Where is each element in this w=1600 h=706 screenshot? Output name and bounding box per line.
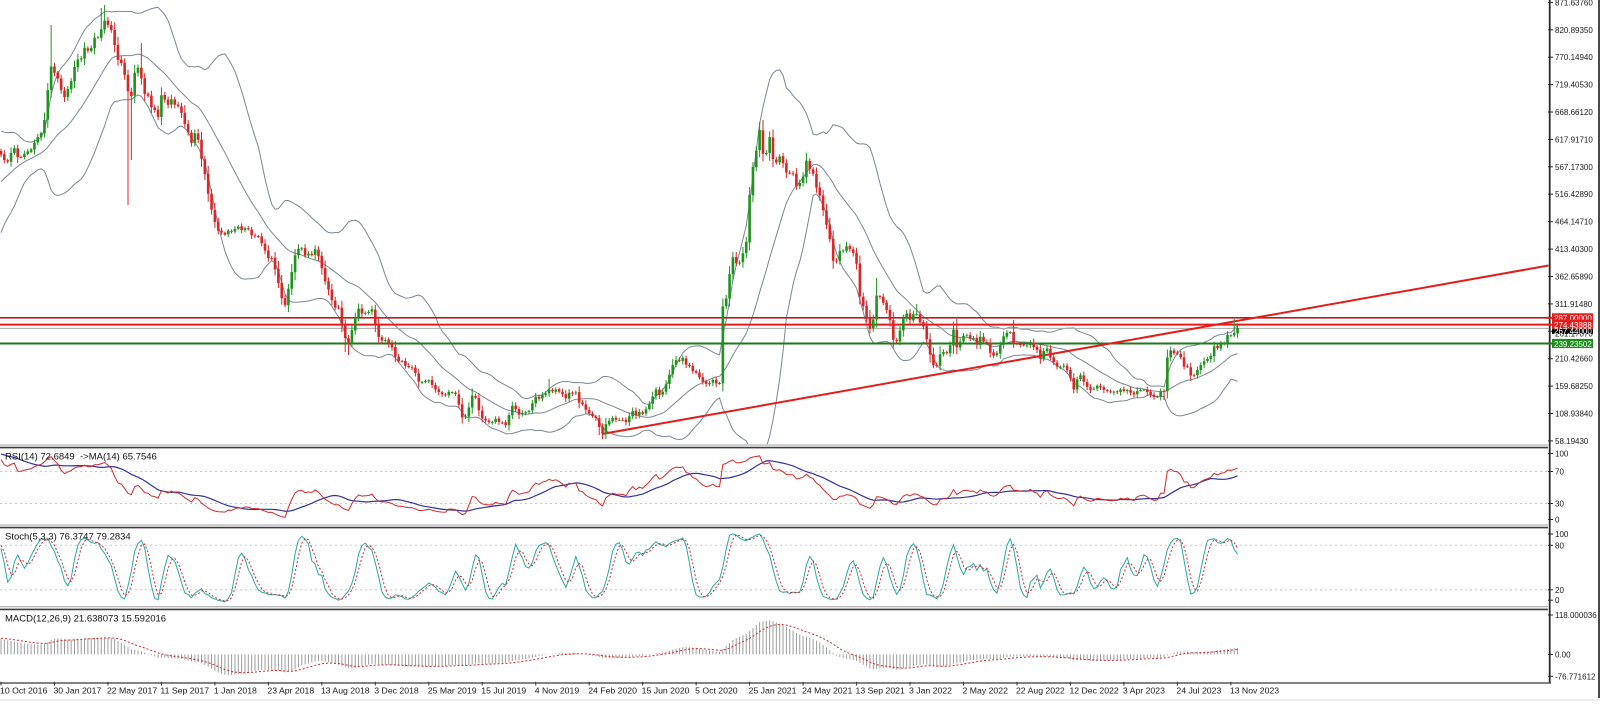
svg-text:871.63760: 871.63760 xyxy=(1555,0,1593,7)
svg-text:0: 0 xyxy=(1555,516,1560,525)
svg-text:24 Jul 2023: 24 Jul 2023 xyxy=(1176,685,1221,695)
svg-text:770.14940: 770.14940 xyxy=(1555,53,1593,62)
svg-text:1 Jan 2018: 1 Jan 2018 xyxy=(214,685,257,695)
svg-text:25 Mar 2019: 25 Mar 2019 xyxy=(428,685,477,695)
svg-text:0: 0 xyxy=(1555,596,1560,605)
svg-text:3 Apr 2023: 3 Apr 2023 xyxy=(1123,685,1165,695)
svg-text:22 Aug 2022: 22 Aug 2022 xyxy=(1016,685,1065,695)
svg-text:108.93840: 108.93840 xyxy=(1555,410,1593,419)
svg-text:11 Sep 2017: 11 Sep 2017 xyxy=(160,685,209,695)
svg-text:820.89350: 820.89350 xyxy=(1555,26,1593,35)
svg-text:287.00000: 287.00000 xyxy=(1554,314,1592,323)
svg-text:100: 100 xyxy=(1555,530,1569,539)
svg-text:23 Apr 2018: 23 Apr 2018 xyxy=(267,685,314,695)
svg-text:22 May 2017: 22 May 2017 xyxy=(107,685,157,695)
svg-text:Stoch(5,3,3) 76.3747 79.2834: Stoch(5,3,3) 76.3747 79.2834 xyxy=(5,532,131,543)
svg-text:464.14710: 464.14710 xyxy=(1555,218,1593,227)
svg-text:24 Feb 2020: 24 Feb 2020 xyxy=(588,685,637,695)
svg-text:13 Nov 2023: 13 Nov 2023 xyxy=(1230,685,1279,695)
svg-text:100: 100 xyxy=(1555,450,1569,459)
svg-text:5 Oct 2020: 5 Oct 2020 xyxy=(695,685,738,695)
svg-text:30: 30 xyxy=(1555,500,1564,509)
svg-text:3 Jan 2022: 3 Jan 2022 xyxy=(909,685,952,695)
svg-text:210.42660: 210.42660 xyxy=(1555,355,1593,364)
svg-text:617.91710: 617.91710 xyxy=(1555,135,1593,144)
svg-text:311.91480: 311.91480 xyxy=(1555,300,1593,309)
svg-text:516.42890: 516.42890 xyxy=(1555,190,1593,199)
svg-text:70: 70 xyxy=(1555,468,1564,477)
svg-text:719.40530: 719.40530 xyxy=(1555,81,1593,90)
svg-text:2 May 2022: 2 May 2022 xyxy=(963,685,1009,695)
svg-text:13 Sep 2021: 13 Sep 2021 xyxy=(856,685,905,695)
svg-text:3 Dec 2018: 3 Dec 2018 xyxy=(374,685,419,695)
svg-text:13 Aug 2018: 13 Aug 2018 xyxy=(321,685,370,695)
svg-text:567.17300: 567.17300 xyxy=(1555,163,1593,172)
svg-text:267.44000: 267.44000 xyxy=(1554,327,1592,336)
svg-text:159.68250: 159.68250 xyxy=(1555,382,1593,391)
svg-text:15 Jun 2020: 15 Jun 2020 xyxy=(642,685,690,695)
svg-text:413.40300: 413.40300 xyxy=(1555,245,1593,254)
svg-text:362.65890: 362.65890 xyxy=(1555,273,1593,282)
svg-text:15 Jul 2019: 15 Jul 2019 xyxy=(481,685,526,695)
svg-text:10 Oct 2016: 10 Oct 2016 xyxy=(0,685,48,695)
svg-text:0.00: 0.00 xyxy=(1555,650,1571,659)
svg-text:239.23502: 239.23502 xyxy=(1554,340,1592,349)
svg-text:MACD(12,26,9) 21.638073 15.592: MACD(12,26,9) 21.638073 15.592016 xyxy=(5,614,166,625)
svg-text:274.43888: 274.43888 xyxy=(1554,321,1592,330)
svg-text:25 Jan 2021: 25 Jan 2021 xyxy=(749,685,797,695)
svg-text:58.19430: 58.19430 xyxy=(1555,437,1589,446)
svg-text:RSI(14) 72.6849 ->MA(14) 65.7: RSI(14) 72.6849 ->MA(14) 65.7546 xyxy=(5,452,157,463)
svg-text:118.000036: 118.000036 xyxy=(1555,611,1597,620)
svg-text:-76.771612: -76.771612 xyxy=(1555,672,1596,681)
svg-text:20: 20 xyxy=(1555,586,1564,595)
svg-text:30 Jan 2017: 30 Jan 2017 xyxy=(53,685,101,695)
svg-text:4 Nov 2019: 4 Nov 2019 xyxy=(535,685,580,695)
svg-text:80: 80 xyxy=(1555,541,1564,550)
svg-text:12 Dec 2022: 12 Dec 2022 xyxy=(1069,685,1118,695)
svg-text:24 May 2021: 24 May 2021 xyxy=(802,685,852,695)
svg-text:668.66120: 668.66120 xyxy=(1555,108,1593,117)
